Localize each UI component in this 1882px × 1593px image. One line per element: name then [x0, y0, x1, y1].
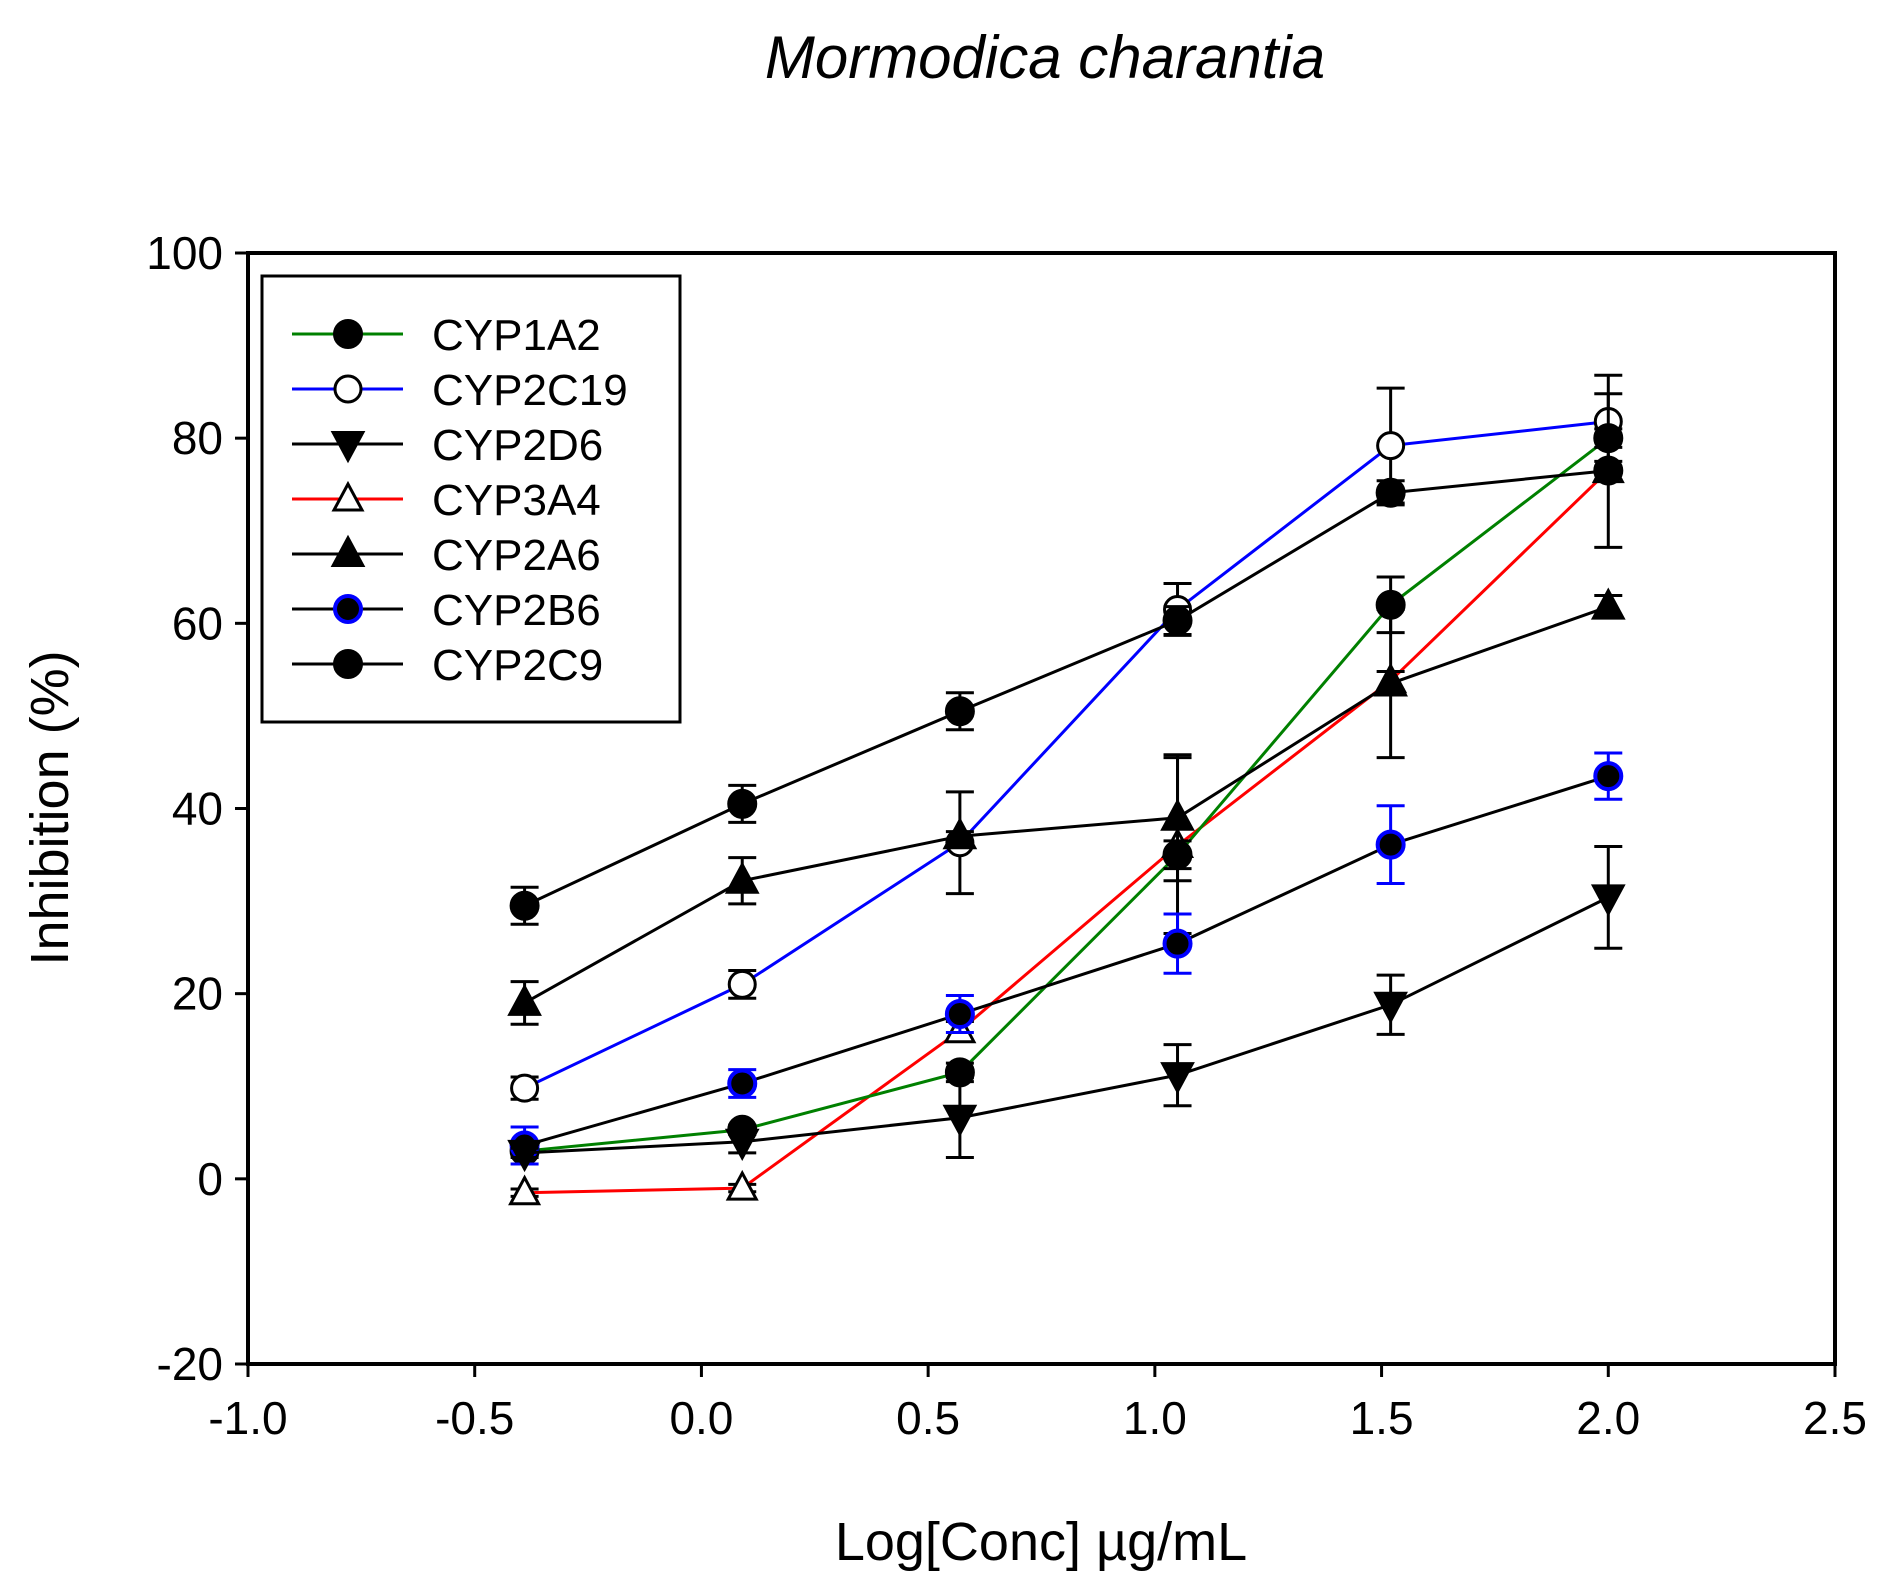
- x-axis-label: Log[Conc] µg/mL: [835, 1512, 1247, 1572]
- y-tick-label: 40: [172, 783, 223, 835]
- series-cyp2a6: [507, 587, 1626, 1026]
- series-cyp2c9: [509, 392, 1624, 926]
- data-point-cyp3a4: [725, 1169, 759, 1201]
- legend-marker-cyp3a4: [331, 480, 365, 512]
- series-line-cyp3a4: [524, 469, 1610, 1195]
- series-cyp2d6: [507, 844, 1626, 1173]
- data-point-cyp2b6: [1162, 928, 1193, 959]
- data-point-cyp2d6: [1373, 991, 1408, 1024]
- y-tick-label: 0: [197, 1153, 223, 1205]
- axis-ticks: -1.0 -0.5 0.0 0.5 1.0 1.5 2.0 2.5 -20 0 20 40 60 80 10…: [146, 227, 1867, 1444]
- data-point-cyp2c9: [1593, 455, 1624, 486]
- data-point-cyp2a6: [724, 861, 760, 894]
- series-cyp2b6: [509, 751, 1624, 1166]
- data-point-cyp2b6: [1375, 829, 1406, 860]
- x-tick-label: 0.5: [896, 1392, 960, 1444]
- y-tick-label: 100: [146, 227, 223, 279]
- data-point-cyp2c19: [1376, 431, 1406, 461]
- data-point-cyp2c9: [1162, 605, 1193, 636]
- series-line-cyp2c9: [523, 469, 1609, 908]
- x-tick-label: 0.0: [669, 1392, 733, 1444]
- y-tick-label: 60: [172, 597, 223, 649]
- data-point-cyp2d6: [942, 1104, 978, 1137]
- series-line-cyp2b6: [524, 774, 1609, 1147]
- chart-title: Mormodica charantia: [765, 24, 1325, 91]
- legend-label-cyp3a4: CYP3A4: [432, 476, 601, 525]
- data-point-cyp2c19: [727, 969, 757, 999]
- legend-marker-cyp2c19: [333, 374, 363, 404]
- legend-marker-cyp1a2: [333, 319, 363, 349]
- series-line-cyp2d6: [524, 896, 1609, 1155]
- data-point-cyp2b6: [1593, 761, 1624, 792]
- legend: CYP1A2 CYP2C19 CYP2D6 CYP3A4 CYP2A6 CYP2B6 CYP…: [260, 274, 682, 724]
- data-point-cyp2a6: [942, 817, 978, 850]
- data-point-cyp2b6: [944, 999, 975, 1030]
- x-tick-label: 1.5: [1350, 1392, 1414, 1444]
- x-tick-label: -1.0: [208, 1392, 287, 1444]
- data-point-cyp2a6: [1590, 587, 1626, 620]
- x-tick-label: -0.5: [435, 1392, 514, 1444]
- y-axis-label: Inhibition (%): [20, 650, 80, 965]
- data-point-cyp2d6: [724, 1128, 760, 1162]
- data-point-cyp2a6: [1373, 664, 1408, 697]
- legend-label-cyp2d6: CYP2D6: [432, 421, 603, 470]
- data-point-cyp2c9: [727, 788, 758, 819]
- data-point-cyp2c9: [509, 890, 540, 921]
- data-point-cyp2d6: [507, 1139, 542, 1173]
- series-layer: [507, 373, 1626, 1206]
- legend-label-cyp2c19: CYP2C19: [432, 366, 628, 415]
- legend-label-cyp1a2: CYP1A2: [432, 311, 601, 360]
- y-tick-label: 20: [172, 968, 223, 1020]
- data-point-cyp2c9: [944, 696, 975, 727]
- data-point-cyp2b6: [727, 1068, 758, 1099]
- data-point-cyp2a6: [507, 983, 542, 1016]
- x-tick-label: 1.0: [1123, 1392, 1187, 1444]
- data-point-cyp2a6: [1160, 798, 1195, 831]
- data-point-cyp2d6: [1160, 1062, 1195, 1095]
- data-point-cyp2d6: [1590, 884, 1626, 917]
- legend-label-cyp2b6: CYP2B6: [432, 586, 601, 635]
- legend-marker-cyp2c9: [333, 649, 363, 679]
- series-line-cyp2a6: [523, 605, 1609, 1005]
- data-point-cyp2c19: [510, 1073, 540, 1103]
- series-line-cyp1a2: [524, 436, 1610, 1153]
- series-line-cyp2c19: [523, 420, 1609, 1090]
- legend-label-cyp2a6: CYP2A6: [432, 531, 601, 580]
- x-tick-label: 2.5: [1803, 1392, 1867, 1444]
- y-tick-label: 80: [172, 412, 223, 464]
- legend-label-cyp2c9: CYP2C9: [432, 641, 603, 690]
- data-point-cyp2c9: [1375, 477, 1406, 508]
- y-tick-label: -20: [157, 1338, 223, 1390]
- legend-marker-cyp2d6: [330, 431, 366, 464]
- x-tick-label: 2.0: [1576, 1392, 1640, 1444]
- legend-marker-cyp2b6: [333, 594, 363, 624]
- data-point-cyp3a4: [508, 1174, 542, 1206]
- legend-marker-cyp2a6: [330, 534, 366, 567]
